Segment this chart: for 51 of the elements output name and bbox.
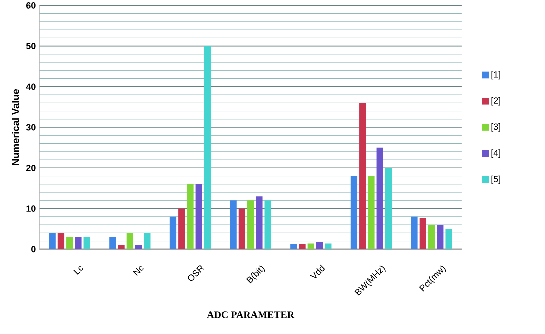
y-tick-label: 10 [26,205,36,212]
bar [170,216,177,250]
y-tick-label: 20 [26,164,36,172]
legend-label: [3] [492,123,500,132]
bar [178,208,186,250]
bar [126,232,134,250]
bar [264,200,272,250]
bar [238,208,246,250]
bar [118,245,125,250]
bar [187,184,194,250]
bar [299,244,306,250]
bar [49,232,56,250]
bar [204,46,212,250]
y-tick-label: 60 [26,2,36,9]
y-axis-title: Numerical Value [12,89,20,166]
bar [368,176,375,250]
x-axis-title: ADC PARAMETER [207,311,295,318]
x-tick-label: Vdd [310,264,326,278]
bar [66,237,74,250]
bar [420,218,426,250]
y-tick-label: 0 [32,246,36,252]
legend-label: [1] [492,71,500,80]
bar [350,176,358,250]
bar [58,232,65,250]
bar [446,228,452,250]
legend-label: [5] [492,176,500,184]
bar [316,242,324,250]
bar [428,224,436,250]
bar [376,148,384,250]
x-tick-label: Lc [74,266,84,275]
bar [84,237,90,250]
y-tick-label: 50 [26,42,36,50]
bar [256,196,263,250]
bar [411,216,418,250]
bar [308,244,314,250]
bar [110,237,116,250]
bar [144,232,151,250]
y-tick-label: 30 [26,124,36,131]
y-tick-label: 40 [26,84,36,90]
bar [325,244,332,250]
legend-label: [4] [492,149,500,158]
x-tick-label: Nc [132,266,144,276]
bar [290,244,298,250]
bar [437,224,444,250]
bar [385,168,392,250]
bar [248,200,254,250]
bar [360,102,366,250]
bar [196,184,202,250]
bar [75,237,82,250]
bar [230,200,237,250]
legend-label: [2] [492,97,500,106]
